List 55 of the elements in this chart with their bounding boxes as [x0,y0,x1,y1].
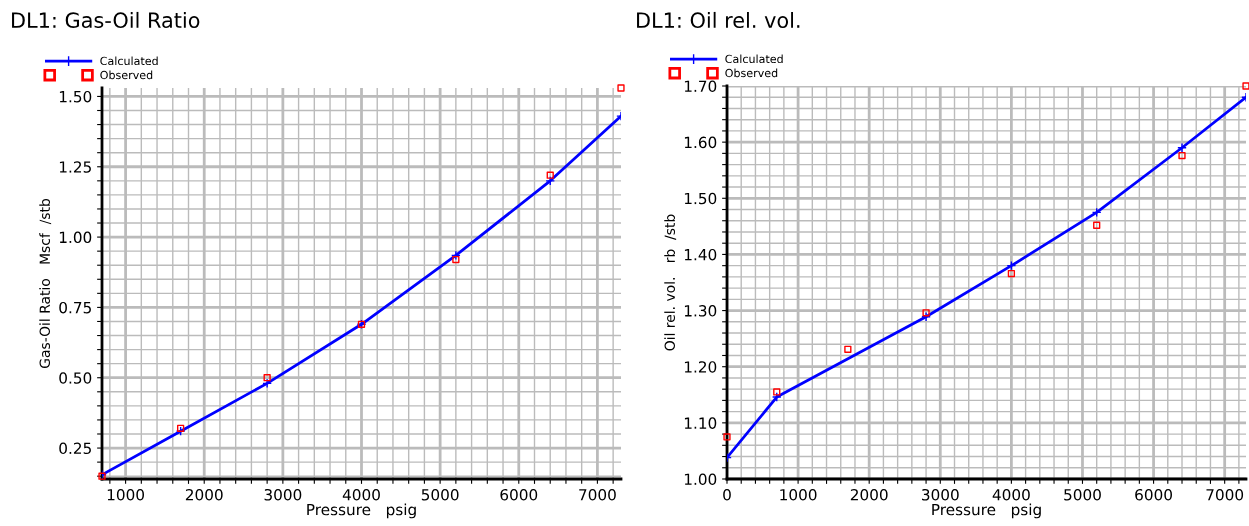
y-tick-label: 1.30 [684,305,717,317]
point [773,388,781,396]
y-tick-label: 1.10 [684,417,717,429]
x-tick-label: 7000 [579,488,616,501]
x-tick-label: 4000 [342,488,380,501]
x-tick-label: 2000 [850,488,888,501]
x-axis-title: Pressure psig [932,503,1041,519]
y-tick-label: 1.70 [684,80,717,93]
legend-label: Observed [100,70,153,80]
legend-label: Observed [725,68,778,78]
y-tick-label: 0.75 [59,301,91,314]
legend-label: Calculated [725,54,783,64]
y-tick-label: 1.20 [684,361,717,373]
legend-label: Calculated [100,56,158,66]
point [262,378,272,389]
x-tick-label: 0 [723,488,731,501]
y-axis-title: Gas-Oil Ratio Mscf /stb [39,198,52,369]
x-tick-label: 5000 [1064,488,1101,501]
x-axis-title: Pressure psig [307,503,416,519]
point [263,374,271,382]
y-tick-label: 1.60 [684,136,717,149]
chart-title: DL1: Oil rel. vol. [637,11,800,29]
point [1093,221,1101,229]
point [922,309,930,317]
x-tick-label: 6000 [1135,488,1172,501]
point [844,345,852,353]
y-tick-label: 1.40 [684,248,717,261]
y-tick-label: 1.50 [684,192,717,205]
point [176,424,185,433]
x-tick-label: 5000 [421,488,459,501]
x-tick-label: 6000 [500,488,538,501]
x-tick-label: 1000 [107,488,145,501]
y-tick-label: 1.25 [59,161,91,173]
point [1007,269,1016,278]
y-tick-label: 1.00 [59,231,92,244]
point [723,433,731,441]
x-tick-label: 3000 [922,488,959,501]
y-axis-title: Oil rel. vol. rb /stb [664,214,677,351]
y-tick-label: 0.50 [59,372,92,384]
y-tick-label: 1.50 [59,90,92,103]
x-tick-label: 4000 [992,488,1030,501]
x-tick-label: 3000 [264,488,302,501]
point [546,171,554,179]
x-tick-label: 1000 [780,488,817,501]
y-tick-label: 1.00 [684,473,717,486]
point [1178,151,1186,160]
point [1242,82,1249,90]
point [452,255,460,264]
point [617,84,625,92]
point [451,250,461,261]
x-tick-label: 7000 [1206,488,1244,501]
point [1177,142,1187,153]
x-tick-label: 2000 [185,488,223,501]
y-tick-label: 0.25 [59,442,91,455]
chart-title: DL1: Gas-Oil Ratio [12,11,200,29]
